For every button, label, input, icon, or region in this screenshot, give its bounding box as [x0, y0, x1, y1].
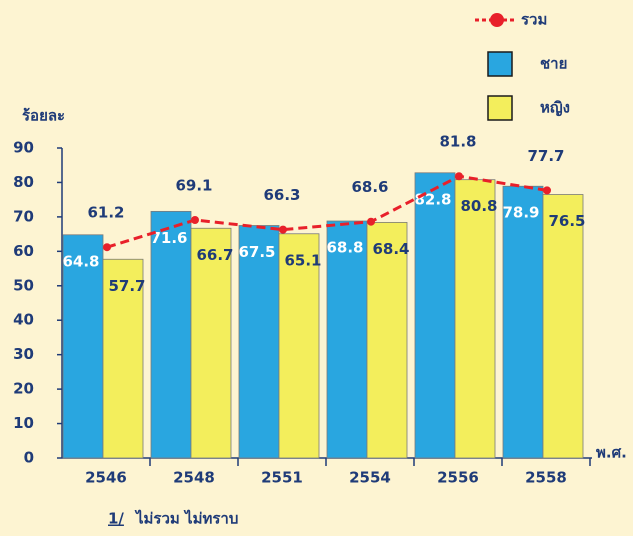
legend-swatch — [488, 52, 512, 76]
y-tick-label: 60 — [13, 242, 34, 260]
value-label: 78.9 — [502, 204, 539, 222]
note: ไม่รวม ไม่ทราบ — [134, 509, 238, 528]
legend-label: รวม — [521, 11, 547, 29]
line-point — [103, 243, 111, 251]
chart: ร้อยละ พ.ศ. 1/ ไม่รวม ไม่ทราบ 0 10 20 30 40 5… — [0, 0, 633, 536]
x-tick-label: 2546 — [85, 469, 127, 487]
total-label: 69.1 — [175, 176, 212, 194]
x-tick-label: 2551 — [261, 469, 303, 487]
bar — [543, 195, 583, 459]
value-label: 65.1 — [284, 251, 321, 269]
legend-label: หญิง — [540, 99, 570, 117]
legend-swatch — [488, 96, 512, 120]
line-point — [367, 218, 375, 226]
bar — [151, 211, 191, 458]
total-label: 77.7 — [527, 147, 564, 165]
y-tick-label: 20 — [13, 380, 34, 398]
value-label: 80.8 — [460, 197, 497, 215]
legend-label: ชาย — [540, 55, 567, 73]
total-label: 61.2 — [87, 204, 124, 222]
x-tick-label: 2558 — [525, 469, 567, 487]
line-point — [455, 172, 463, 180]
bar — [503, 186, 543, 458]
value-label: 66.7 — [196, 246, 233, 264]
page: ร้อยละ พ.ศ. 1/ ไม่รวม ไม่ทราบ 0 10 20 30 40 5… — [0, 0, 633, 536]
x-tick-label: 2548 — [173, 469, 215, 487]
x-tick-label: 2554 — [349, 469, 391, 487]
bar — [327, 221, 367, 458]
y-tick-label: 50 — [13, 276, 34, 294]
value-label: 67.5 — [238, 243, 275, 261]
x-axis-label: พ.ศ. — [596, 444, 627, 462]
value-label: 68.8 — [326, 239, 363, 257]
x-tick-label: 2556 — [437, 469, 479, 487]
note-marker: 1/ — [108, 510, 124, 528]
line-point — [279, 226, 287, 234]
total-label: 81.8 — [439, 133, 476, 151]
bar — [455, 180, 495, 458]
value-label: 82.8 — [414, 190, 451, 208]
y-tick-label: 80 — [13, 173, 34, 191]
line-point — [543, 186, 551, 194]
value-label: 68.4 — [372, 240, 409, 258]
y-tick-label: 10 — [13, 414, 34, 432]
y-tick-label: 0 — [24, 449, 34, 467]
total-label: 66.3 — [263, 186, 300, 204]
value-label: 71.6 — [150, 229, 187, 247]
value-label: 64.8 — [62, 252, 99, 270]
y-tick-label: 70 — [13, 207, 34, 225]
line-point — [191, 216, 199, 224]
y-tick-label: 90 — [13, 139, 34, 157]
y-tick-label: 40 — [13, 311, 34, 329]
bar — [415, 173, 455, 458]
value-label: 76.5 — [548, 212, 585, 230]
y-tick-label: 30 — [13, 345, 34, 363]
total-label: 68.6 — [351, 178, 388, 196]
legend-dot — [490, 13, 504, 27]
value-label: 57.7 — [108, 277, 145, 295]
y-axis-label: ร้อยละ — [22, 107, 65, 125]
